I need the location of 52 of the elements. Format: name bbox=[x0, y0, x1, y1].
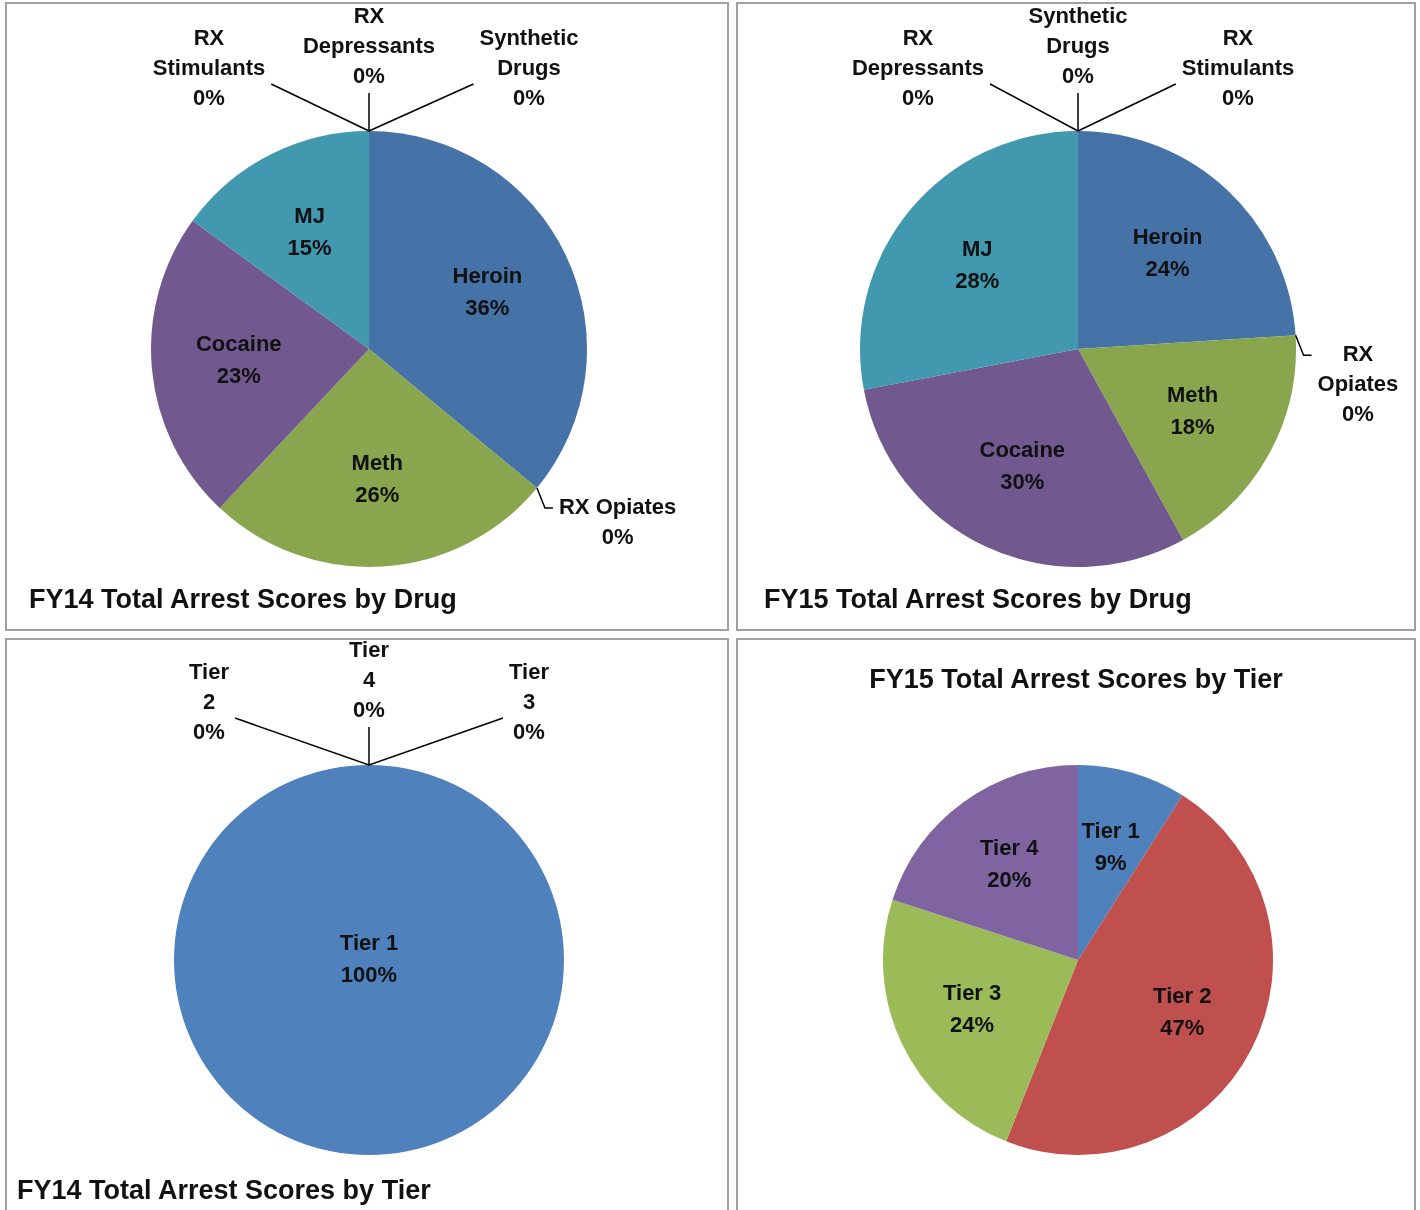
slice-label: Tier 1 bbox=[1081, 817, 1140, 843]
text: 0% bbox=[513, 85, 545, 111]
category-label: Synthetic Drugs bbox=[1028, 3, 1128, 59]
text: 0% bbox=[193, 719, 225, 745]
text: 0% bbox=[193, 85, 225, 111]
slice-label: Tier 2 bbox=[1153, 983, 1212, 1009]
category-label: Synthetic Drugs bbox=[479, 25, 579, 81]
text: 0% bbox=[1342, 401, 1374, 427]
slice-label: Tier 3 bbox=[942, 979, 1002, 1005]
data-label: 23% bbox=[216, 363, 261, 389]
category-label: RX Stimulants bbox=[1181, 25, 1295, 81]
text: 0% bbox=[1062, 63, 1094, 89]
text: FY14 Total Arrest Scores by Drug bbox=[29, 584, 457, 615]
text: 0% bbox=[353, 697, 385, 723]
slice-label: Cocaine bbox=[979, 437, 1066, 463]
data-label: 9% bbox=[1094, 849, 1127, 875]
slice-label: Cocaine bbox=[195, 331, 282, 357]
slice-label: Heroin bbox=[452, 263, 523, 289]
data-label: 26% bbox=[355, 481, 400, 507]
data-label: 100% bbox=[340, 962, 398, 988]
category-label: Tier 3 bbox=[509, 659, 549, 715]
slice-label: Tier 4 bbox=[980, 835, 1040, 861]
text: FY15 Total Arrest Scores by Drug bbox=[764, 584, 1192, 615]
data-label: 47% bbox=[1160, 1015, 1205, 1041]
slice-label: MJ bbox=[961, 235, 993, 261]
text: 0% bbox=[601, 524, 634, 550]
legend-label: RX Opiates bbox=[1317, 341, 1399, 397]
slice-label: Meth bbox=[1166, 382, 1219, 408]
category-label: Tier 4 bbox=[349, 637, 389, 693]
data-label: 28% bbox=[955, 267, 1000, 293]
category-label: RX Stimulants bbox=[152, 25, 266, 81]
text: 0% bbox=[513, 719, 545, 745]
category-label: RX Depressants bbox=[302, 3, 436, 59]
slice-label: MJ bbox=[294, 202, 325, 228]
slice-label: Meth bbox=[351, 449, 403, 475]
text: 0% bbox=[353, 63, 385, 89]
data-label: 18% bbox=[1170, 414, 1215, 440]
data-label: 24% bbox=[1145, 255, 1190, 281]
data-label: 36% bbox=[465, 295, 510, 321]
text: FY14 Total Arrest Scores by Tier bbox=[17, 1175, 431, 1206]
data-label: 15% bbox=[287, 234, 332, 260]
data-label: 24% bbox=[950, 1011, 995, 1037]
category-label: RX Depressants bbox=[851, 25, 985, 81]
chart-title: FY15 Total Arrest Scores by Tier bbox=[868, 664, 1284, 695]
category-label: Tier 2 bbox=[189, 659, 229, 715]
text: 0% bbox=[902, 85, 934, 111]
slice-label: Tier 1 bbox=[339, 930, 399, 956]
text: 0% bbox=[1222, 85, 1254, 111]
slice-label: Heroin bbox=[1132, 223, 1203, 249]
legend-label: RX Opiates bbox=[558, 494, 677, 520]
data-label: 20% bbox=[987, 867, 1032, 893]
data-label: 30% bbox=[1000, 469, 1045, 495]
